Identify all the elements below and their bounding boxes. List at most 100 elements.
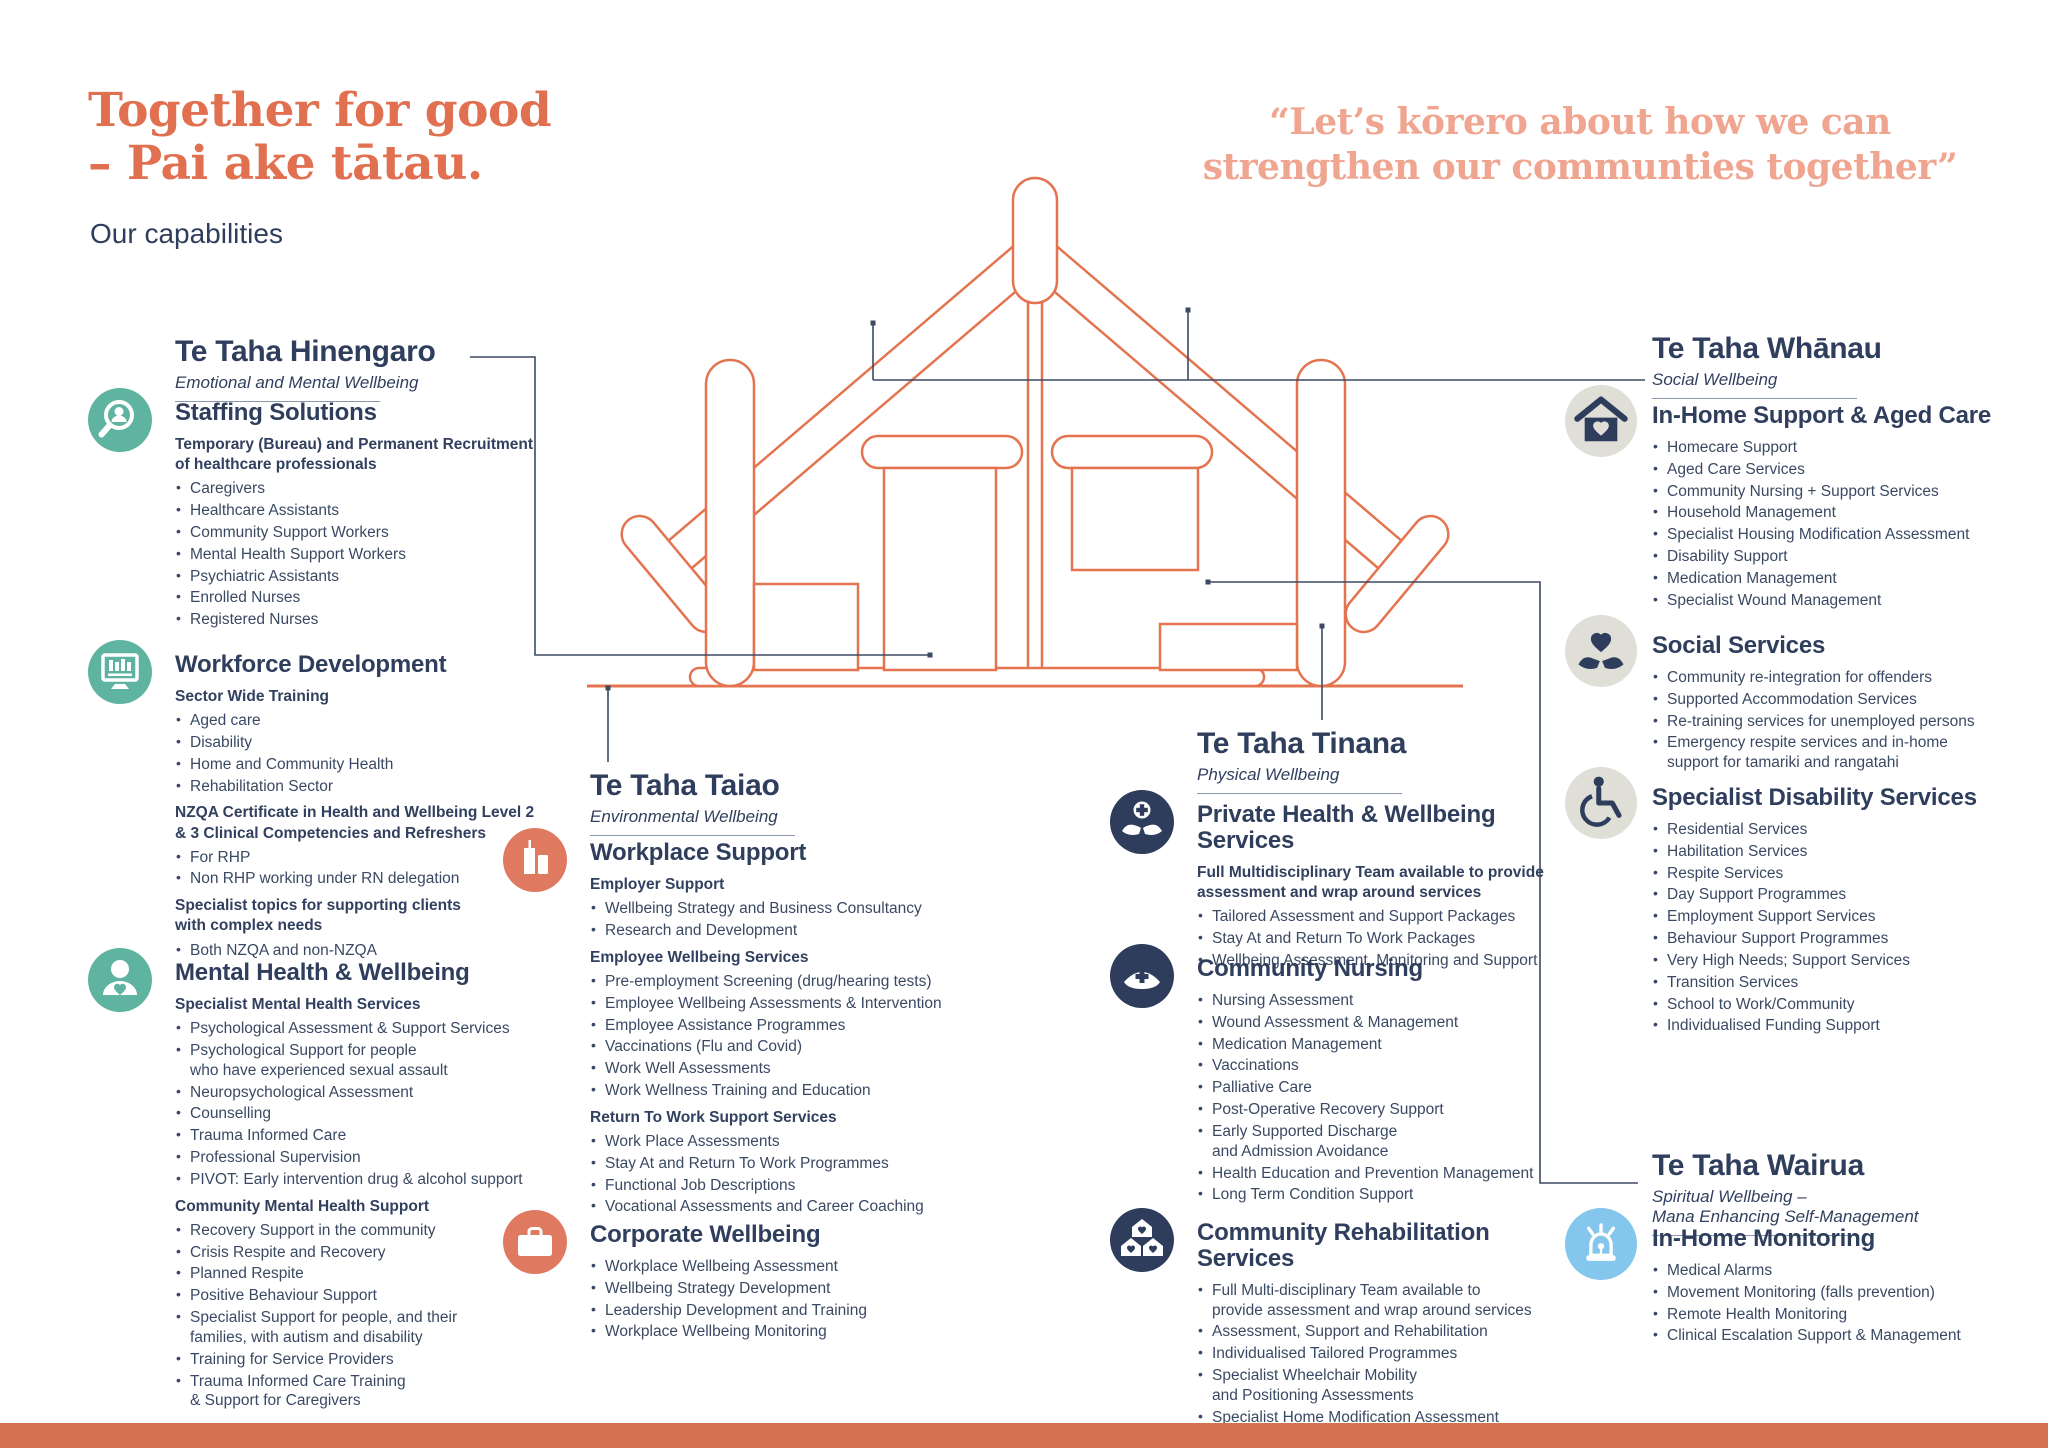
service-item: Vaccinations	[1197, 1056, 1569, 1076]
service-heading: In-Home Monitoring	[1652, 1225, 1876, 1252]
centre-pole	[1026, 293, 1044, 672]
service-heading: In-Home Support & Aged Care	[1652, 402, 1992, 429]
service-item: Leadership Development and Training	[590, 1301, 962, 1321]
service-group-label: Sector Wide Training	[175, 687, 330, 705]
section-subtitle: Social Wellbeing	[1652, 369, 1778, 389]
service-item: Medical Alarms	[1652, 1261, 2024, 1281]
section-header: Te Taha Wairua Spiritual Wellbeing – Man…	[1652, 1150, 2048, 1237]
service-item: Full Multi-disciplinary Team available t…	[1197, 1281, 1569, 1321]
service-item: Non RHP working under RN delegation	[175, 869, 547, 889]
service-item: Early Supported Discharge and Admission …	[1197, 1122, 1569, 1162]
service-heading: Community Rehabilitation Services	[1197, 1219, 1490, 1272]
service-item-list: Community re-integration for offendersSu…	[1652, 668, 2024, 773]
service-item: Behaviour Support Programmes	[1652, 929, 2024, 949]
service-item: Medication Management	[1197, 1035, 1569, 1055]
left-maihi	[656, 239, 1046, 578]
service-item: Specialist Housing Modification Assessme…	[1652, 525, 2024, 545]
nurse-cap-icon	[1110, 944, 1174, 1008]
service-item: Trauma Informed Care	[175, 1126, 547, 1146]
service-item: Both NZQA and non-NZQA	[175, 941, 547, 961]
service-heading: Social Services	[1652, 632, 1826, 659]
section-subtitle: Spiritual Wellbeing – Mana Enhancing Sel…	[1652, 1186, 1919, 1226]
service-item: Specialist Wheelchair Mobility and Posit…	[1197, 1366, 1569, 1406]
section-te-taha-tinana: Te Taha Tinana Physical Wellbeing Privat…	[1110, 728, 1580, 1426]
wharenui-house	[587, 176, 1463, 688]
service-item: Tailored Assessment and Support Packages	[1197, 907, 1569, 927]
service-item: Training for Service Providers	[175, 1350, 547, 1370]
service-item: Workplace Wellbeing Monitoring	[590, 1322, 962, 1342]
service-item-list: Medical AlarmsMovement Monitoring (falls…	[1652, 1261, 2024, 1346]
service-heading: Private Health & Wellbeing Services	[1197, 801, 1496, 854]
service-block: Social Services Community re-integration …	[1565, 615, 2024, 775]
service-item-list: Workplace Wellbeing AssessmentWellbeing …	[590, 1257, 962, 1342]
koruru	[1011, 176, 1059, 305]
service-item: Psychiatric Assistants	[175, 567, 547, 587]
service-group-label: Return To Work Support Services	[590, 1108, 837, 1126]
service-item: Work Wellness Training and Education	[590, 1081, 962, 1101]
service-item: Work Well Assessments	[590, 1059, 962, 1079]
service-item: Very High Needs; Support Services	[1652, 951, 2024, 971]
service-item: Neuropsychological Assessment	[175, 1083, 547, 1103]
service-item: Emergency respite services and in-home s…	[1652, 733, 2024, 773]
section-header: Te Taha Whānau Social Wellbeing	[1652, 333, 2048, 399]
service-heading: Corporate Wellbeing	[590, 1221, 821, 1248]
service-block: Community Rehabilitation Services Full Mu…	[1110, 1208, 1569, 1430]
page-title-line2: – Pai ake tātau.	[88, 136, 483, 192]
service-item: Professional Supervision	[175, 1148, 547, 1168]
right-amo	[1295, 358, 1347, 688]
connector-whanau	[872, 310, 1645, 381]
service-item: PIVOT: Early intervention drug & alcohol…	[175, 1170, 547, 1190]
dot-tinana	[1319, 623, 1325, 629]
service-group-label: Employer Support	[590, 875, 725, 893]
service-item: Disability Support	[1652, 547, 2024, 567]
service-item: Wellbeing Strategy and Business Consulta…	[590, 899, 962, 919]
service-group-label: Full Multidisciplinary Team available to…	[1197, 863, 1544, 901]
service-item: Aged Care Services	[1652, 460, 2024, 480]
section-te-taha-hinengaro: Te Taha Hinengaro Emotional and Mental W…	[88, 336, 558, 1416]
service-item: Wellbeing Assessment, Monitoring and Sup…	[1197, 951, 1569, 971]
service-item-list: Full Multi-disciplinary Team available t…	[1197, 1281, 1569, 1428]
service-block: In-Home Support & Aged Care Homecare Supp…	[1565, 385, 2024, 613]
training-monitor-icon	[88, 640, 152, 704]
buildings-icon	[503, 828, 567, 892]
section-underline	[590, 834, 795, 836]
alarm-beacon-icon	[1565, 1208, 1637, 1280]
service-item-list: Both NZQA and non-NZQA	[175, 941, 547, 961]
door	[882, 466, 998, 672]
service-item: Assessment, Support and Rehabilitation	[1197, 1322, 1569, 1342]
wheelchair-icon	[1565, 767, 1637, 839]
service-item: Wellbeing Strategy Development	[590, 1279, 962, 1299]
service-item: Workplace Wellbeing Assessment	[590, 1257, 962, 1277]
service-item: Psychological Assessment & Support Servi…	[175, 1019, 547, 1039]
right-maihi	[1024, 239, 1414, 578]
door-lintel	[860, 434, 1024, 470]
section-header: Te Taha Tinana Physical Wellbeing	[1197, 728, 1617, 794]
service-group-label: Temporary (Bureau) and Permanent Recruit…	[175, 435, 534, 474]
service-item: Mental Health Support Workers	[175, 545, 547, 565]
service-item: Counselling	[175, 1104, 547, 1124]
service-item: Pre-employment Screening (drug/hearing t…	[590, 972, 962, 992]
service-item: Supported Accommodation Services	[1652, 690, 2024, 710]
service-item: Individualised Funding Support	[1652, 1016, 2024, 1036]
service-item: Research and Development	[590, 921, 962, 941]
service-item: Respite Services	[1652, 864, 2024, 884]
briefcase-icon	[503, 1210, 567, 1274]
service-item: For RHP	[175, 848, 547, 868]
service-item: Movement Monitoring (falls prevention)	[1652, 1283, 2024, 1303]
service-item: Nursing Assessment	[1197, 991, 1569, 1011]
service-heading: Workforce Development	[175, 651, 447, 678]
service-item-list: Residential ServicesHabilitation Service…	[1652, 820, 2024, 1036]
section-title: Te Taha Tinana	[1197, 727, 1407, 760]
service-item: Post-Operative Recovery Support	[1197, 1100, 1569, 1120]
service-group-label: Specialist Mental Health Services	[175, 995, 421, 1013]
service-item-list: Pre-employment Screening (drug/hearing t…	[590, 972, 962, 1101]
paepae-base	[688, 666, 1266, 688]
service-item: Medication Management	[1652, 569, 2024, 589]
bottom-bar	[0, 1423, 2048, 1448]
service-item-list: Aged careDisabilityHome and Community He…	[175, 711, 547, 796]
service-block: Mental Health & Wellbeing Specialist Ment…	[88, 948, 547, 1413]
person-heart-icon	[88, 948, 152, 1012]
service-item: Community Nursing + Support Services	[1652, 482, 2024, 502]
service-block: Workplace Support Employer Support Wellbei…	[503, 828, 962, 1219]
service-item-list: Wellbeing Strategy and Business Consulta…	[590, 899, 962, 941]
